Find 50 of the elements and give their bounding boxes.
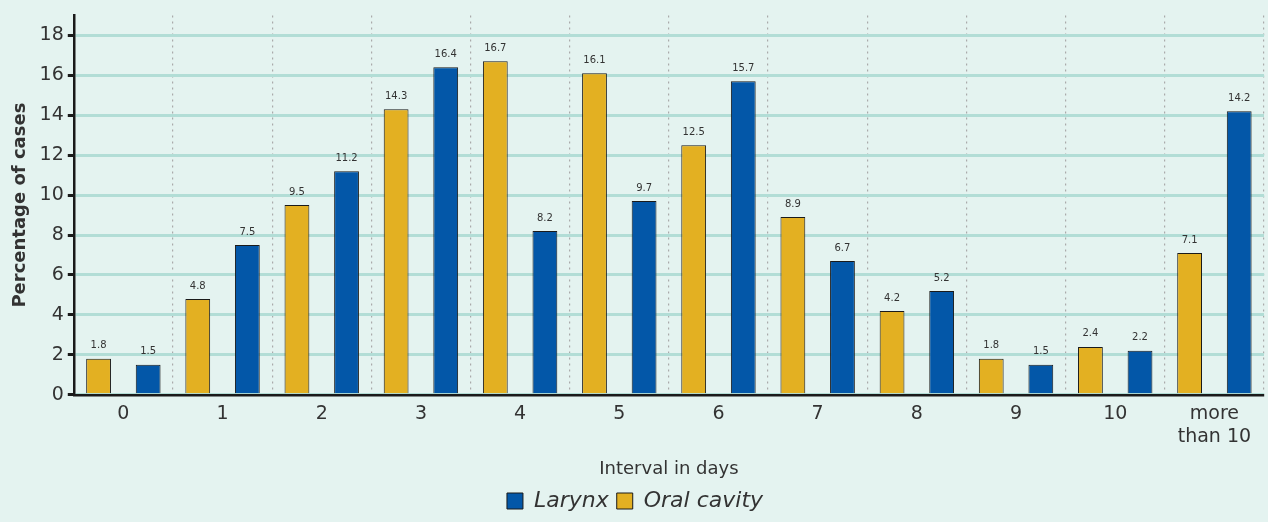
data-label: 9.5 [288, 185, 305, 197]
y-tick-label: 4 [51, 301, 64, 324]
x-tick-label: 4 [514, 401, 527, 424]
data-label: 8.9 [784, 197, 801, 209]
data-label: 16.7 [484, 41, 507, 53]
x-tick-label: 2 [315, 401, 328, 424]
data-label: 14.3 [385, 89, 408, 101]
x-tick-label: 6 [712, 401, 725, 424]
data-label: 15.7 [732, 61, 755, 73]
data-label: 9.7 [636, 181, 653, 193]
data-label: 7.1 [1181, 233, 1198, 245]
y-tick-label: 6 [51, 261, 64, 284]
x-tick-label: 3 [414, 401, 427, 424]
x-axis-title: Interval in days [599, 456, 739, 478]
x-tick-label: 7 [811, 401, 824, 424]
y-tick-label: 18 [39, 22, 64, 45]
data-label: 2.4 [1082, 327, 1099, 339]
data-label: 12.5 [682, 125, 705, 137]
legend-label: Oral cavity [643, 486, 765, 512]
x-tick-label: 9 [1009, 401, 1023, 424]
x-tick-label: 1 [216, 401, 229, 424]
data-label: 6.7 [834, 241, 851, 253]
data-label: 16.4 [434, 47, 457, 59]
data-label: 14.2 [1228, 91, 1251, 103]
data-label: 2.2 [1132, 331, 1148, 343]
y-tick-label: 0 [51, 381, 64, 404]
data-label: 7.5 [239, 225, 256, 237]
data-label: 16.1 [583, 53, 606, 65]
data-label: 8.2 [536, 211, 553, 223]
legend-label: Larynx [533, 486, 610, 512]
x-tick-label: 5 [613, 401, 626, 424]
x-tick-label: 10 [1103, 401, 1128, 424]
y-tick-label: 8 [51, 221, 64, 244]
y-tick-label: 2 [51, 341, 64, 364]
data-label: 1.8 [90, 339, 107, 351]
x-tick-label: more than 10 [1177, 401, 1252, 446]
data-label: 4.8 [189, 279, 206, 291]
y-axis-title: Percentage of cases [8, 102, 30, 308]
y-tick-label: 14 [39, 102, 64, 125]
y-tick-label: 16 [39, 62, 64, 85]
data-label: 1.8 [983, 339, 1000, 351]
data-label: 4.2 [884, 291, 901, 303]
y-tick-label: 10 [39, 182, 64, 205]
x-tick-label: 0 [117, 401, 130, 424]
data-label: 5.2 [933, 271, 950, 283]
data-label: 11.2 [335, 151, 358, 163]
data-label: 1.5 [1032, 345, 1049, 357]
x-tick-label: 8 [910, 401, 923, 424]
y-tick-label: 12 [39, 142, 64, 165]
data-label: 1.5 [140, 345, 157, 357]
